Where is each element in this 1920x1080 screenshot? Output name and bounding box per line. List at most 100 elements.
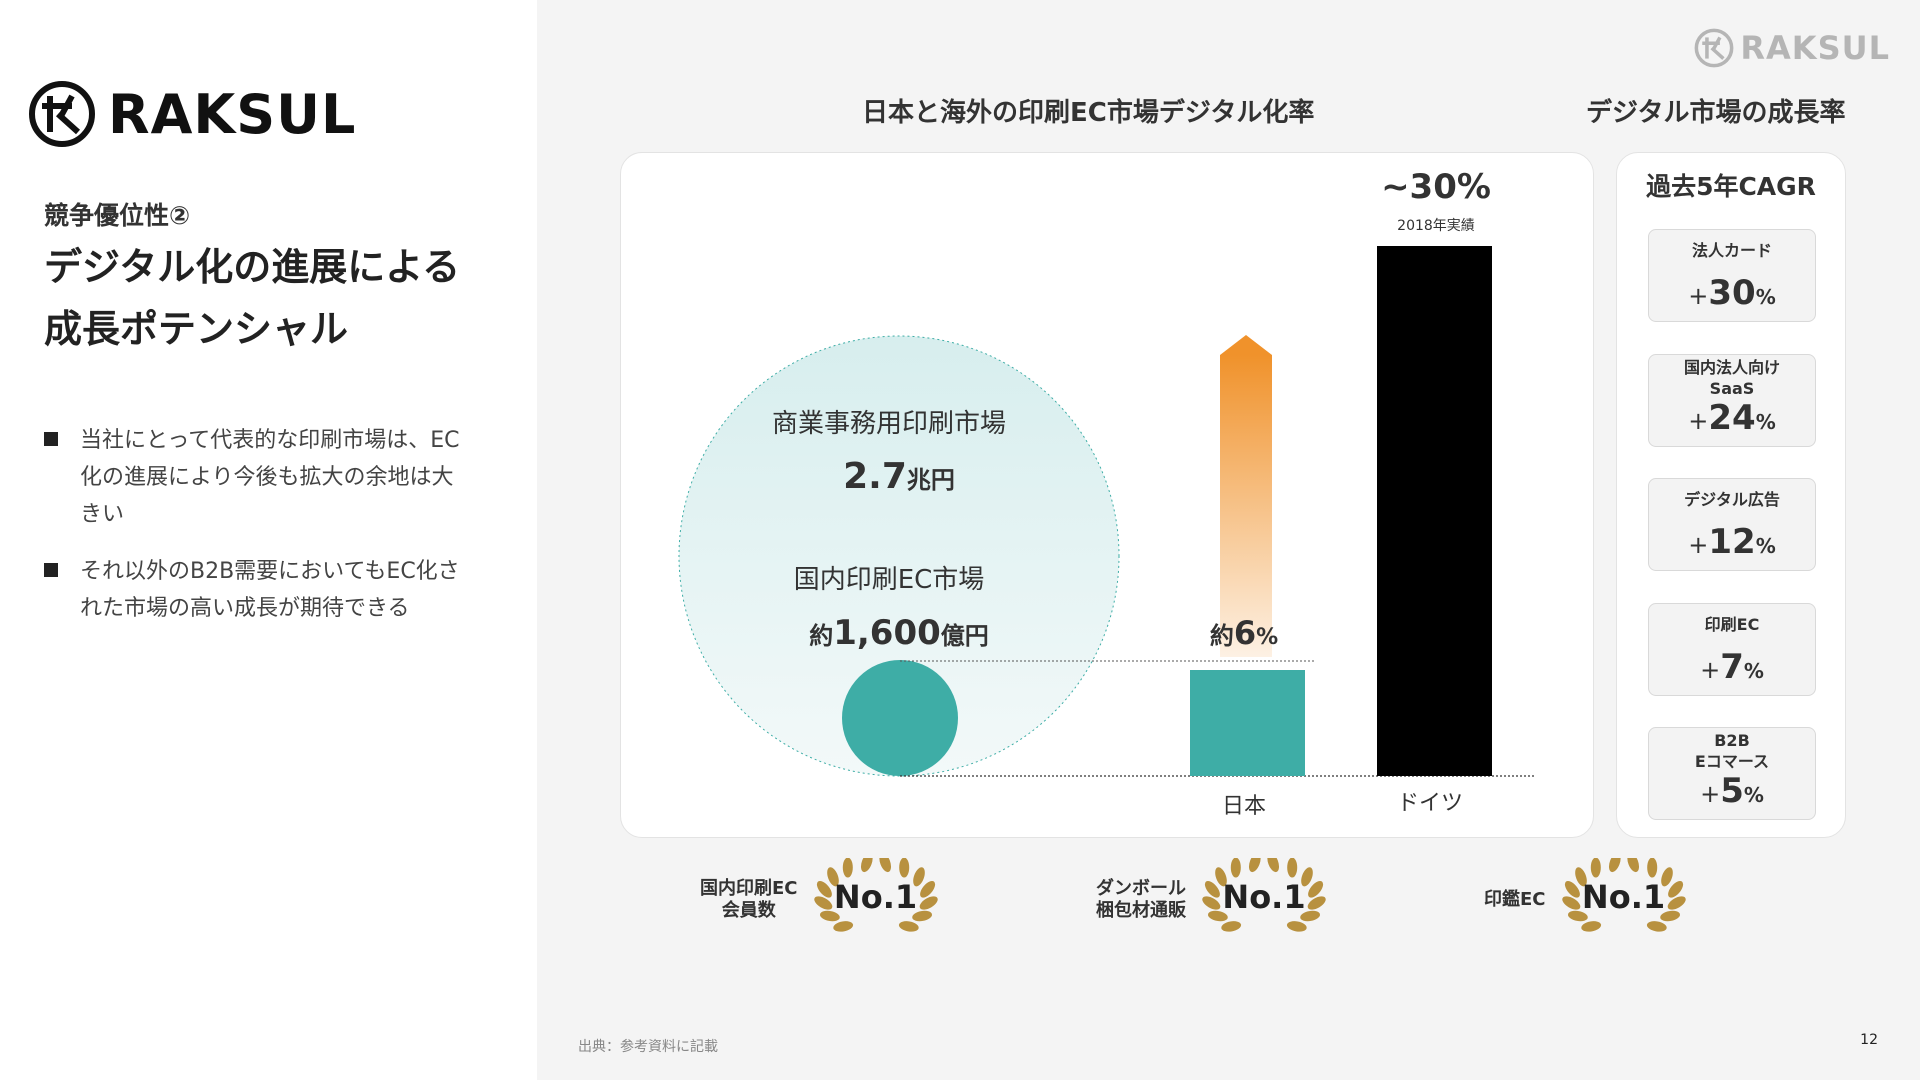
cagr-card-label: B2B Eコマース bbox=[1694, 731, 1770, 771]
laurel-wreath-icon: No.1 bbox=[1194, 858, 1334, 942]
japan-value-label: 約6% bbox=[1210, 614, 1278, 652]
domestic-ec-label: 国内印刷EC市場 bbox=[794, 565, 985, 595]
cagr-card-saas: 国内法人向け SaaS +24% bbox=[1648, 354, 1816, 447]
cagr-card-value: +30% bbox=[1688, 273, 1776, 313]
domestic-ec-value: 約1,600億円 bbox=[809, 613, 989, 653]
laurel-leaf-icon bbox=[1301, 867, 1313, 887]
bullet-line: れた市場の高い成長が期待できる bbox=[80, 596, 410, 621]
laurel-leaf-icon bbox=[898, 858, 909, 878]
left-panel: RAKSUL 競争優位性② デジタル化の進展による 成長ポテンシャル 当社にとっ… bbox=[0, 0, 537, 1080]
laurel-leaf-icon bbox=[1567, 910, 1588, 922]
award-rank: No.1 bbox=[1581, 878, 1666, 916]
laurel-leaf-icon bbox=[919, 896, 938, 910]
laurel-leaf-icon bbox=[919, 880, 935, 898]
laurel-wreath-icon: No.1 bbox=[1554, 858, 1694, 942]
bullet-square-icon bbox=[44, 563, 58, 577]
laurel-leaf-icon bbox=[1300, 910, 1320, 922]
cagr-card-value: +24% bbox=[1688, 398, 1776, 438]
x-tick-germany: ドイツ bbox=[1397, 791, 1463, 816]
cagr-card-corporate-card: 法人カード +30% bbox=[1648, 229, 1816, 322]
laurel-leaf-icon bbox=[816, 880, 832, 898]
laurel-leaf-icon bbox=[1608, 858, 1621, 873]
laurel-leaf-icon bbox=[860, 858, 873, 873]
laurel-leaf-icon bbox=[1202, 896, 1221, 910]
laurel-leaf-icon bbox=[1215, 867, 1227, 887]
bar-group bbox=[1190, 246, 1492, 776]
laurel-leaf-icon bbox=[1287, 858, 1298, 878]
laurel-leaf-icon bbox=[1590, 858, 1601, 878]
source-note: 出典：参考資料に記載 bbox=[578, 1039, 718, 1055]
raksul-logo: RAKSUL bbox=[28, 80, 356, 148]
bar-japan bbox=[1190, 670, 1305, 776]
laurel-leaf-icon bbox=[1221, 921, 1242, 932]
laurel-leaf-icon bbox=[1574, 867, 1587, 887]
x-tick-japan: 日本 bbox=[1222, 794, 1266, 819]
bullet-item: それ以外のB2B需要においてもEC化さ れた市場の高い成長が期待できる bbox=[44, 553, 504, 627]
laurel-leaf-icon bbox=[1308, 880, 1324, 898]
cagr-card-label: 印刷EC bbox=[1704, 615, 1760, 634]
cagr-card-label: 法人カード bbox=[1691, 241, 1772, 260]
laurel-leaf-icon bbox=[1286, 921, 1307, 932]
award-rank: No.1 bbox=[1222, 878, 1306, 916]
cagr-card-digital-ad: デジタル広告 +12% bbox=[1648, 478, 1816, 571]
cagr-card-label: デジタル広告 bbox=[1684, 490, 1780, 509]
laurel-leaf-icon bbox=[1248, 858, 1261, 873]
laurel-leaf-icon bbox=[1561, 896, 1580, 910]
award-label: 印鑑EC bbox=[1484, 889, 1546, 910]
laurel-leaf-icon bbox=[1204, 880, 1220, 898]
cagr-card-value: +7% bbox=[1700, 647, 1764, 687]
bullet-square-icon bbox=[44, 432, 58, 446]
page-number: 12 bbox=[1860, 1032, 1878, 1048]
small-raksul-logo: RAKSUL bbox=[1694, 28, 1890, 68]
laurel-leaf-icon bbox=[1626, 858, 1639, 873]
cagr-card-print-ec: 印刷EC +7% bbox=[1648, 603, 1816, 696]
laurel-leaf-icon bbox=[842, 858, 853, 878]
laurel-leaf-icon bbox=[826, 867, 839, 887]
section-eyebrow: 競争優位性② bbox=[44, 201, 191, 230]
title-line-1: デジタル化の進展による bbox=[44, 245, 461, 289]
award-rank: No.1 bbox=[833, 878, 918, 916]
award-cardboard-packaging: ダンボール 梱包材通販 No.1 bbox=[1096, 858, 1334, 942]
award-label: ダンボール 梱包材通販 bbox=[1096, 878, 1186, 921]
brand-wordmark-small: RAKSUL bbox=[1740, 29, 1890, 67]
laurel-leaf-icon bbox=[1667, 880, 1683, 898]
laurel-leaf-icon bbox=[813, 896, 832, 910]
page-title: デジタル化の進展による 成長ポテンシャル bbox=[44, 236, 514, 360]
laurel-leaf-icon bbox=[832, 921, 853, 932]
cagr-header: 過去5年CAGR bbox=[1646, 172, 1816, 201]
raksul-logo-icon bbox=[1694, 28, 1734, 68]
germany-value-note: 2018年実績 bbox=[1397, 218, 1475, 234]
laurel-leaf-icon bbox=[912, 867, 925, 887]
commercial-print-market-circle bbox=[678, 335, 1120, 777]
growth-arrow-shaft bbox=[1220, 355, 1272, 657]
bullet-list: 当社にとって代表的な印刷市場は、EC 化の進展により今後も拡大の余地は大 きい … bbox=[44, 422, 504, 647]
growth-arrow-head-icon bbox=[1220, 335, 1272, 355]
laurel-leaf-icon bbox=[1564, 880, 1580, 898]
laurel-leaf-icon bbox=[1208, 910, 1228, 922]
laurel-leaf-icon bbox=[1307, 896, 1326, 910]
laurel-leaf-icon bbox=[898, 921, 919, 932]
laurel-leaf-icon bbox=[1580, 921, 1601, 932]
laurel-leaf-icon bbox=[1660, 867, 1673, 887]
laurel-leaf-icon bbox=[878, 858, 891, 873]
laurel-leaf-icon bbox=[1659, 910, 1680, 922]
domestic-ec-market-circle bbox=[842, 660, 958, 776]
cagr-card-value: +5% bbox=[1700, 771, 1764, 811]
bullet-line: きい bbox=[80, 502, 125, 527]
cagr-card-b2b-ec: B2B Eコマース +5% bbox=[1648, 727, 1816, 820]
laurel-leaf-icon bbox=[1646, 921, 1667, 932]
cagr-card-value: +12% bbox=[1688, 522, 1776, 562]
bar-germany bbox=[1377, 246, 1492, 776]
brand-wordmark: RAKSUL bbox=[108, 82, 357, 146]
cagr-panel: 過去5年CAGR 法人カード +30% 国内法人向け SaaS +24% デジタル… bbox=[1616, 152, 1846, 838]
laurel-leaf-icon bbox=[1646, 858, 1657, 878]
commercial-market-value: 2.7兆円 bbox=[843, 456, 955, 497]
germany-value-label: ~30% bbox=[1381, 167, 1491, 207]
bullet-line: 化の進展により今後も拡大の余地は大 bbox=[80, 465, 454, 490]
award-label: 国内印刷EC 会員数 bbox=[700, 878, 798, 921]
cagr-section-title: デジタル市場の成長率 bbox=[1586, 98, 1846, 128]
laurel-leaf-icon bbox=[819, 910, 840, 922]
commercial-market-label: 商業事務用印刷市場 bbox=[772, 409, 1006, 439]
award-print-ec-members: 国内印刷EC 会員数 No.1 bbox=[700, 858, 946, 942]
